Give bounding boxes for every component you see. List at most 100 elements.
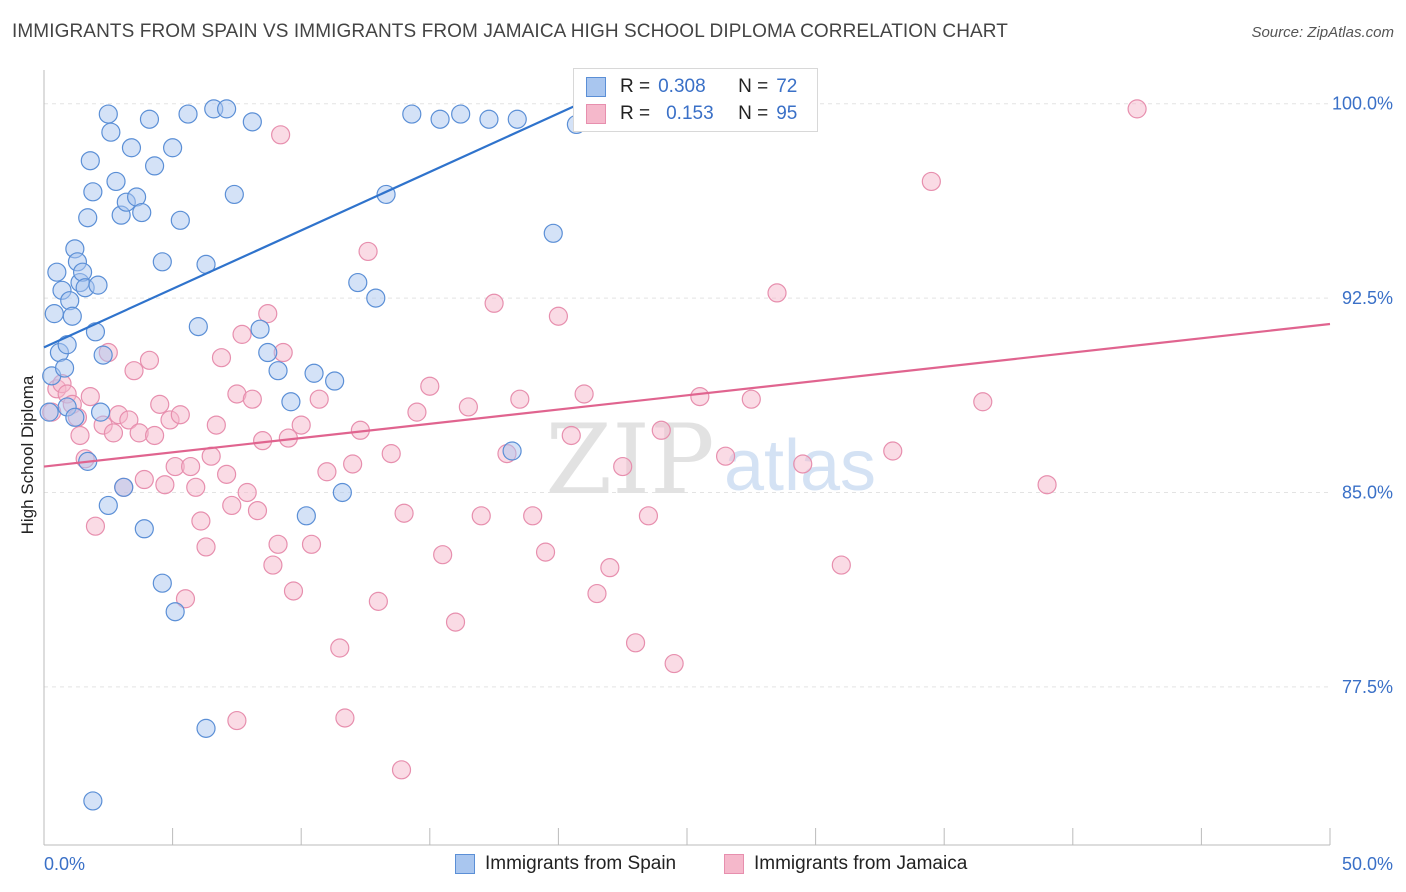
data-point-jamaica [535, 542, 556, 562]
data-point-jamaica [767, 283, 787, 303]
data-point-jamaica [433, 545, 453, 565]
legend-r-label: R = [620, 103, 651, 124]
data-point-spain [170, 210, 190, 230]
data-point-spain [132, 202, 152, 223]
data-point-spain [281, 392, 301, 412]
data-point-jamaica [793, 454, 813, 474]
data-point-jamaica [391, 760, 412, 780]
data-point-jamaica [715, 446, 736, 466]
data-point-spain [217, 99, 237, 119]
data-point-jamaica [268, 534, 288, 554]
data-point-spain [325, 371, 345, 391]
bottom-legend-label-spain: Immigrants from Spain [485, 853, 677, 874]
data-point-spain [121, 138, 142, 158]
data-point-jamaica [211, 348, 232, 368]
data-point-jamaica [625, 633, 646, 653]
x-tick-label: 50.0% [1342, 854, 1393, 874]
data-point-jamaica [330, 638, 350, 658]
data-point-spain [114, 477, 134, 497]
data-point-jamaica [150, 394, 170, 414]
data-point-jamaica [973, 392, 993, 412]
data-point-spain [39, 402, 59, 422]
data-point-spain [348, 272, 368, 293]
data-point-spain [98, 495, 118, 516]
data-point-spain [268, 361, 288, 381]
data-point-spain [507, 109, 527, 129]
data-point-spain [54, 358, 75, 378]
source-credit: Source: ZipAtlas.com [1251, 24, 1394, 41]
data-point-spain [139, 109, 160, 129]
data-point-jamaica [831, 555, 851, 575]
data-point-spain [85, 322, 106, 342]
legend-row-jamaica: R = 0.153 N = 95 [586, 102, 797, 126]
data-point-jamaica [222, 495, 242, 516]
y-axis-label: High School Diploma [18, 375, 37, 535]
data-point-jamaica [155, 475, 175, 495]
data-point-spain [242, 112, 262, 132]
data-point-jamaica [317, 462, 337, 482]
data-point-jamaica [510, 389, 530, 409]
data-point-spain [65, 407, 85, 427]
data-point-jamaica [170, 405, 190, 425]
data-point-spain [78, 208, 98, 228]
x-tick-label: 0.0% [44, 854, 85, 874]
data-point-spain [47, 262, 67, 282]
data-point-spain [332, 482, 352, 503]
data-point-jamaica [201, 446, 221, 466]
legend-r-spain: 0.308 [658, 76, 706, 97]
chart-title: IMMIGRANTS FROM SPAIN VS IMMIGRANTS FROM… [12, 21, 1008, 42]
data-point-jamaica [70, 425, 90, 446]
data-point-spain [430, 109, 450, 129]
data-point-jamaica [263, 555, 283, 575]
data-point-jamaica [309, 389, 329, 409]
data-point-spain [152, 252, 172, 272]
data-point-jamaica [368, 591, 388, 611]
axes [43, 70, 1331, 846]
bottom-legend-spain: Immigrants from Spain [455, 852, 676, 876]
legend-r-label: R = [620, 76, 651, 97]
trend-line-spain [43, 94, 598, 349]
bottom-legend-swatch-spain [455, 854, 475, 874]
y-tick-label: 92.5% [1342, 288, 1393, 308]
data-point-jamaica [139, 350, 160, 370]
data-point-jamaica [175, 589, 196, 609]
data-point-spain [178, 104, 198, 124]
data-point-jamaica [181, 456, 201, 477]
data-point-spain [44, 304, 64, 324]
data-point-spain [258, 342, 278, 363]
data-point-jamaica [335, 708, 355, 728]
data-point-jamaica [119, 410, 139, 430]
data-point-jamaica [103, 423, 124, 443]
data-point-spain [304, 363, 324, 383]
data-point-jamaica [217, 464, 237, 484]
legend-r-jamaica: 0.153 [666, 103, 714, 124]
data-point-spain [196, 718, 216, 738]
data-point-jamaica [1037, 475, 1057, 495]
bottom-legend-jamaica: Immigrants from Jamaica [724, 852, 967, 876]
legend-row-spain: R = 0.308 N = 72 [586, 75, 797, 99]
data-point-spain [543, 223, 563, 243]
data-point-jamaica [394, 503, 414, 523]
data-point-spain [57, 335, 77, 355]
data-point-jamaica [471, 506, 491, 526]
data-point-jamaica [613, 456, 633, 477]
y-tick-label: 77.5% [1342, 677, 1393, 697]
data-point-jamaica [85, 516, 106, 536]
data-point-spain [188, 317, 208, 337]
data-point-jamaica [445, 612, 466, 632]
data-point-jamaica [271, 125, 291, 145]
data-point-jamaica [883, 441, 903, 461]
bottom-legend-swatch-jamaica [724, 854, 744, 874]
data-point-jamaica [638, 506, 659, 526]
series-spain [39, 94, 602, 811]
data-point-spain [83, 182, 103, 202]
data-point-spain [80, 151, 100, 171]
legend-n-label: N = [738, 76, 769, 97]
data-point-jamaica [191, 511, 211, 531]
y-tick-label: 100.0% [1332, 94, 1393, 114]
data-point-jamaica [227, 710, 247, 731]
data-point-spain [60, 291, 80, 311]
data-point-jamaica [242, 389, 262, 409]
data-point-jamaica [291, 415, 311, 435]
